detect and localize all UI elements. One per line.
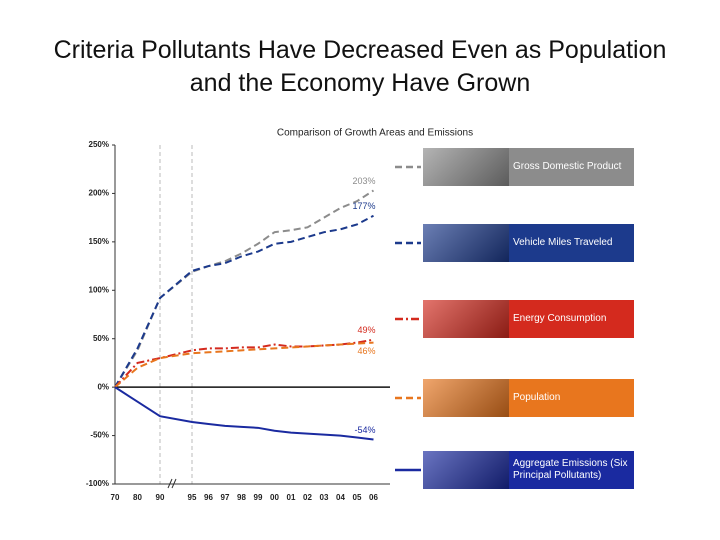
legend-label: Population: [513, 392, 561, 403]
y-tick-label: 100%: [89, 285, 109, 294]
x-tick-label: 80: [133, 493, 142, 502]
legend-item: Vehicle Miles Traveled: [423, 224, 634, 262]
x-tick-label: 06: [369, 493, 378, 502]
data-label: -54%: [354, 425, 375, 435]
y-tick-label: -100%: [86, 479, 109, 488]
data-label: 203%: [352, 176, 375, 186]
y-tick-label: 0%: [97, 382, 109, 391]
y-tick-label: 200%: [89, 189, 109, 198]
x-tick-label: 97: [221, 493, 230, 502]
legend-label: Aggregate Emissions (Six Principal Pollu…: [513, 458, 628, 481]
x-tick-label: 98: [237, 493, 246, 502]
y-tick-label: -50%: [90, 431, 109, 440]
data-label: 177%: [352, 201, 375, 211]
x-tick-label: 01: [287, 493, 296, 502]
x-tick-label: 99: [254, 493, 263, 502]
legend-label: Gross Domestic Product: [513, 161, 622, 172]
x-tick-label: 96: [204, 493, 213, 502]
x-tick-label: 02: [303, 493, 312, 502]
series-line: [114, 341, 374, 388]
legend-label: Energy Consumption: [513, 313, 607, 324]
slide-title: Criteria Pollutants Have Decreased Even …: [53, 36, 667, 97]
y-tick-label: 50%: [93, 334, 109, 343]
legend-photo: [423, 300, 509, 338]
series-line: [114, 214, 374, 388]
x-tick-label: 70: [111, 493, 120, 502]
x-tick-label: 05: [353, 493, 362, 502]
series-line: [114, 386, 374, 441]
legend-photo: [423, 451, 509, 489]
x-tick-label: 90: [156, 493, 165, 502]
legend-item: Population: [423, 379, 634, 417]
legend-item: Gross Domestic Product: [423, 148, 634, 186]
series-line: [114, 338, 374, 388]
legend-photo: [423, 379, 509, 417]
legend-photo: [423, 148, 509, 186]
x-tick-label: 04: [336, 493, 345, 502]
legend-item: Energy Consumption: [423, 300, 634, 338]
legend-item: Aggregate Emissions (Six Principal Pollu…: [423, 451, 634, 489]
chart-subtitle: Comparison of Growth Areas and Emissions: [277, 128, 473, 139]
axis-break: [167, 478, 177, 489]
y-tick-label: 250%: [89, 140, 109, 149]
legend-label: Vehicle Miles Traveled: [513, 237, 613, 248]
x-tick-label: 03: [320, 493, 329, 502]
series-line: [114, 189, 375, 388]
data-label: 49%: [357, 325, 375, 335]
x-tick-label: 95: [188, 493, 197, 502]
data-label: 46%: [357, 346, 375, 356]
x-tick-label: 00: [270, 493, 279, 502]
y-tick-label: 150%: [89, 237, 109, 246]
legend-photo: [423, 224, 509, 262]
